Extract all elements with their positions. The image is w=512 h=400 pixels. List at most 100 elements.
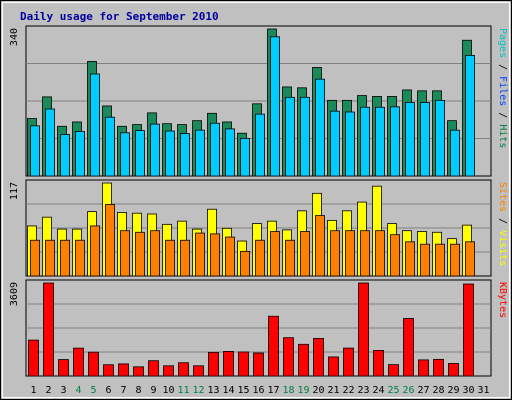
day-label-12: 12 xyxy=(192,385,204,396)
bar-top-s1-day3 xyxy=(60,134,70,177)
bar-bot-s0-day30 xyxy=(463,283,474,377)
day-label-11: 11 xyxy=(177,385,189,396)
day-label-28: 28 xyxy=(432,385,444,396)
day-label-2: 2 xyxy=(45,385,51,396)
day-label-17: 17 xyxy=(267,385,279,396)
bar-mid-s1-day5 xyxy=(90,225,100,277)
bar-bot-s0-day23 xyxy=(358,282,369,377)
bar-bot-s0-day9 xyxy=(148,360,159,377)
bar-mid-s1-day17 xyxy=(270,231,280,277)
axis-label-mid-part0: Sites xyxy=(497,182,508,212)
max-label-mid: 117 xyxy=(9,182,20,200)
bar-top-s1-day11 xyxy=(180,133,190,177)
bar-bot-s0-day20 xyxy=(313,338,324,377)
day-label-26: 26 xyxy=(402,385,414,396)
bar-top-s1-day24 xyxy=(375,106,385,177)
bar-top-s1-day22 xyxy=(345,111,355,177)
bar-mid-s1-day26 xyxy=(405,241,415,277)
bar-bot-s0-day21 xyxy=(328,356,339,377)
bar-mid-s1-day3 xyxy=(60,239,70,277)
day-label-30: 30 xyxy=(462,385,474,396)
bar-top-s1-day27 xyxy=(420,102,430,177)
bar-mid-s1-day16 xyxy=(255,239,265,277)
bar-bot-s0-day7 xyxy=(118,363,129,377)
bar-bot-s0-day4 xyxy=(73,347,84,377)
bar-mid-s1-day11 xyxy=(180,239,190,277)
bar-bot-s0-day27 xyxy=(418,359,429,377)
bar-bot-s0-day17 xyxy=(268,315,279,377)
axis-label-mid-part1: / xyxy=(497,212,508,230)
bar-bot-s0-day15 xyxy=(238,351,249,377)
bar-mid-s1-day29 xyxy=(450,243,460,277)
bar-mid-s1-day27 xyxy=(420,243,430,277)
bar-top-s1-day2 xyxy=(45,108,55,177)
day-label-4: 4 xyxy=(75,385,81,396)
bar-bot-s0-day10 xyxy=(163,365,174,377)
bar-mid-s1-day4 xyxy=(75,239,85,277)
bar-top-s1-day10 xyxy=(165,130,175,177)
day-label-14: 14 xyxy=(222,385,234,396)
day-label-19: 19 xyxy=(297,385,309,396)
bar-mid-s1-day8 xyxy=(135,231,145,277)
bar-mid-s1-day25 xyxy=(390,234,400,277)
bar-top-s1-day19 xyxy=(300,96,310,177)
bar-top-s1-day15 xyxy=(240,137,250,177)
day-label-20: 20 xyxy=(312,385,324,396)
bar-bot-s0-day29 xyxy=(448,363,459,377)
axis-label-top-part3: / xyxy=(497,106,508,124)
bar-mid-s1-day18 xyxy=(285,239,295,277)
axis-label-bot-part0: KBytes xyxy=(497,282,508,318)
bar-top-s1-day12 xyxy=(195,129,205,177)
bar-bot-s0-day11 xyxy=(178,362,189,377)
day-label-27: 27 xyxy=(417,385,429,396)
bar-bot-s0-day22 xyxy=(343,347,354,377)
bar-top-s1-day8 xyxy=(135,130,145,177)
axis-label-top-part0: Pages xyxy=(497,28,508,58)
bar-mid-s1-day9 xyxy=(150,230,160,277)
bar-bot-s0-day25 xyxy=(388,364,399,377)
bar-mid-s1-day30 xyxy=(465,241,475,277)
panel-bot: 3609 KBytes xyxy=(9,279,508,377)
axis-label-top-part1: / xyxy=(497,58,508,76)
axis-label-mid-part2: Visits xyxy=(497,230,508,266)
bar-top-s1-day16 xyxy=(255,113,265,177)
bar-bot-s0-day2 xyxy=(43,282,54,377)
day-label-9: 9 xyxy=(150,385,156,396)
day-label-10: 10 xyxy=(162,385,174,396)
bar-bot-s0-day26 xyxy=(403,318,414,377)
bar-bot-s0-day12 xyxy=(193,365,204,377)
axis-label-top-part4: Hits xyxy=(497,124,508,148)
bar-top-s1-day13 xyxy=(210,122,220,177)
bar-top-s1-day25 xyxy=(390,106,400,177)
day-label-23: 23 xyxy=(357,385,369,396)
bar-top-s1-day21 xyxy=(330,110,340,177)
bar-top-s1-day4 xyxy=(75,131,85,177)
day-label-22: 22 xyxy=(342,385,354,396)
bar-mid-s1-day14 xyxy=(225,236,235,277)
bar-top-s1-day30 xyxy=(465,54,475,177)
day-label-5: 5 xyxy=(90,385,96,396)
axis-label-bot: KBytes xyxy=(497,282,508,318)
bar-top-s1-day26 xyxy=(405,102,415,177)
day-label-18: 18 xyxy=(282,385,294,396)
bar-top-s1-day1 xyxy=(30,125,40,177)
bar-mid-s1-day1 xyxy=(30,239,40,277)
bar-bot-s0-day13 xyxy=(208,351,219,377)
bar-top-s1-day17 xyxy=(270,36,280,177)
bar-bot-s0-day1 xyxy=(28,339,39,377)
day-label-24: 24 xyxy=(372,385,384,396)
bar-mid-s1-day23 xyxy=(360,230,370,277)
day-label-29: 29 xyxy=(447,385,459,396)
day-label-7: 7 xyxy=(120,385,126,396)
bar-top-s1-day5 xyxy=(90,73,100,177)
bar-top-s1-day6 xyxy=(105,116,115,177)
bar-bot-s0-day18 xyxy=(283,337,294,377)
bar-mid-s1-day6 xyxy=(105,204,115,277)
day-label-16: 16 xyxy=(252,385,264,396)
bar-mid-s1-day20 xyxy=(315,215,325,277)
axis-label-top: Pages / Files / Hits xyxy=(497,28,508,148)
day-label-13: 13 xyxy=(207,385,219,396)
bar-bot-s0-day19 xyxy=(298,343,309,377)
